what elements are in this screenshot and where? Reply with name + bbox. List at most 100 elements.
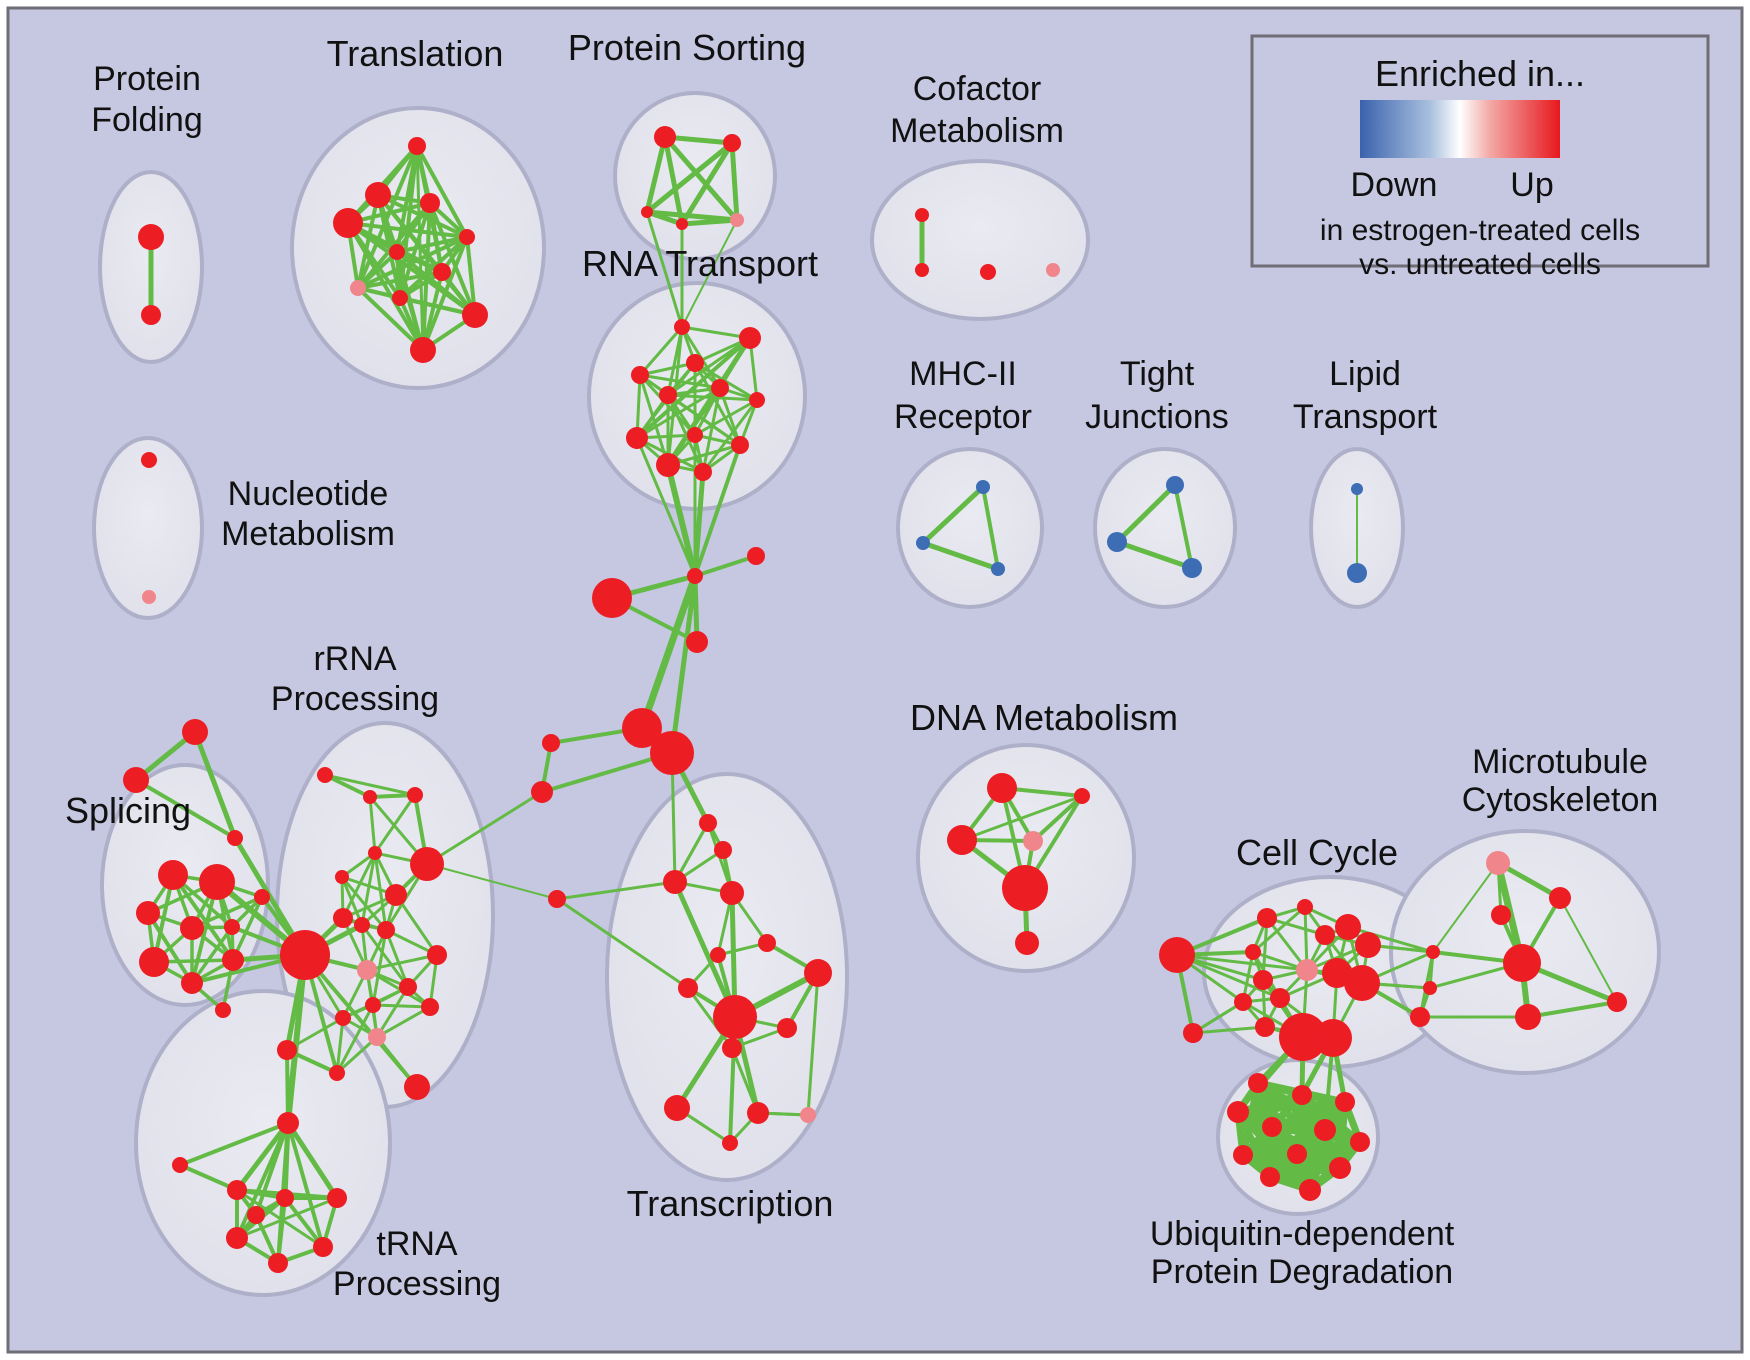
node-translation-5: [389, 244, 405, 260]
node-dna-1: [1074, 788, 1090, 804]
cluster-label-mhc: MHC-II: [909, 355, 1017, 393]
node-ubiquitin-11: [1299, 1179, 1321, 1201]
edge: [384, 928, 410, 989]
cluster-label-tight_junctions: Junctions: [1085, 398, 1229, 436]
node-splicing-1: [199, 864, 235, 900]
node-cell_cycle-4: [1315, 925, 1335, 945]
edge: [555, 880, 677, 901]
edge: [680, 325, 752, 340]
cluster-label-cell_cycle: Cell Cycle: [1236, 832, 1398, 873]
legend-caption-line2: vs. untreated cells: [1359, 248, 1601, 281]
legend-title: Enriched in...: [1375, 53, 1585, 94]
edge: [1251, 905, 1307, 954]
cluster-label-tight_junctions: Tight: [1120, 355, 1195, 393]
node-rna_transport-6: [749, 392, 765, 408]
edge: [323, 773, 372, 799]
node-mhc-2: [991, 562, 1005, 576]
edge: [134, 778, 237, 840]
node-rrna-14: [421, 998, 439, 1016]
node-microtubule-5: [1607, 992, 1627, 1012]
node-ubiquitin-7: [1233, 1145, 1253, 1165]
node-cell_cycle-7: [1296, 959, 1318, 981]
node-transcription-15: [804, 959, 832, 987]
node-cell_cycle-14: [1255, 1017, 1275, 1037]
node-cell_cycle-11: [1253, 970, 1273, 990]
node-rrna-18: [329, 1065, 345, 1081]
node-cell_cycle-2: [1257, 908, 1277, 928]
node-transcription-10: [663, 870, 687, 894]
node-rrna-7: [333, 908, 353, 928]
node-ubiquitin-8: [1287, 1144, 1307, 1164]
node-rrna-17: [277, 1040, 297, 1060]
node-dna-2: [947, 825, 977, 855]
legend-up-label: Up: [1510, 166, 1553, 204]
edge: [1191, 1025, 1267, 1035]
edge: [346, 221, 425, 352]
edge: [960, 794, 1084, 842]
node-rrna-12: [399, 978, 417, 996]
edge: [679, 140, 735, 227]
edge: [368, 795, 377, 855]
node-rrna-4: [335, 870, 349, 884]
edge: [335, 1003, 375, 1075]
cluster-label-rrna: Processing: [271, 680, 439, 718]
cluster-ellipse-nucleotide: [92, 436, 204, 620]
cluster-label-ubiquitin: Ubiquitin-dependent: [1150, 1215, 1455, 1253]
node-tight_junctions-0: [1166, 476, 1184, 494]
node-ubiquitin-5: [1314, 1119, 1336, 1141]
node-trna-7: [268, 1253, 288, 1273]
edge: [395, 235, 469, 254]
node-rrna-8: [354, 917, 370, 933]
edge: [1346, 925, 1435, 954]
node-nucleotide-1: [142, 590, 156, 604]
edge: [1265, 916, 1327, 937]
edge: [190, 895, 264, 930]
node-cell_cycle-13: [1234, 993, 1252, 1011]
node-transcription-3: [686, 631, 708, 653]
edge: [285, 1120, 340, 1201]
node-protein_sorting-0: [654, 126, 676, 148]
node-translation-3: [333, 208, 363, 238]
node-trna-6: [313, 1237, 333, 1257]
edge: [192, 729, 238, 841]
cluster-ellipse-cofactor: [870, 159, 1090, 321]
edge: [638, 572, 699, 732]
node-splicing-6: [181, 972, 203, 994]
edge: [644, 140, 735, 215]
edge: [920, 484, 986, 546]
edge: [1266, 1164, 1344, 1181]
node-splicing-5: [139, 947, 169, 977]
node-transcription-13: [710, 947, 726, 963]
legend-gradient-bar: [1360, 100, 1560, 158]
node-mhc-0: [976, 480, 990, 494]
node-rna_transport-2: [686, 354, 704, 372]
node-rna_transport-0: [674, 319, 690, 335]
node-lipid_transport-1: [1347, 563, 1367, 583]
edge: [178, 1121, 290, 1167]
node-microtubule-4: [1515, 1004, 1541, 1030]
edge: [1175, 953, 1309, 972]
node-microtubule-0: [1486, 851, 1510, 875]
edge: [231, 895, 264, 962]
node-rna_transport-8: [687, 427, 703, 443]
node-translation-6: [433, 263, 451, 281]
node-mhc-1: [916, 536, 930, 550]
node-splicing-3: [180, 916, 204, 940]
node-cell_cycle-16: [1314, 1019, 1352, 1057]
edge: [335, 1016, 345, 1075]
edges-layer: [133, 134, 1620, 1265]
legend: Enriched in... Down Up in estrogen-treated …: [1250, 34, 1710, 281]
legend-box: [1250, 34, 1710, 268]
node-transcription-20: [664, 1095, 690, 1121]
edge: [178, 1163, 239, 1192]
node-rrna-0: [317, 767, 333, 783]
node-cell_cycle-15: [1279, 1013, 1327, 1061]
node-trna-0: [277, 1112, 299, 1134]
node-lipid_transport-0: [1351, 483, 1363, 495]
edge: [375, 985, 410, 1039]
edge: [645, 210, 684, 329]
edge: [235, 1188, 325, 1249]
